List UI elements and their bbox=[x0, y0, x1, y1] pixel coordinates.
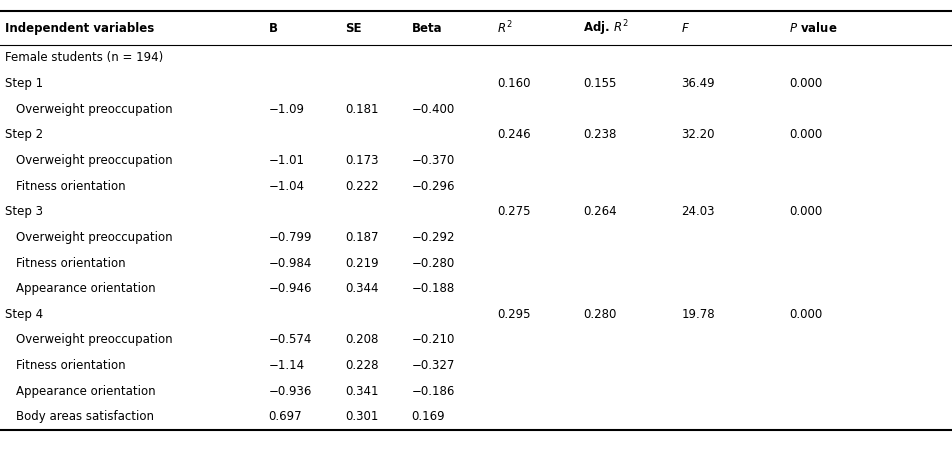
Text: −0.210: −0.210 bbox=[411, 333, 455, 346]
Text: 0.697: 0.697 bbox=[268, 410, 302, 423]
Text: Step 4: Step 4 bbox=[5, 308, 43, 321]
Text: 0.219: 0.219 bbox=[345, 256, 378, 270]
Text: Appearance orientation: Appearance orientation bbox=[16, 282, 156, 295]
Text: Adj. $\mathit{R}^2$: Adj. $\mathit{R}^2$ bbox=[583, 18, 628, 38]
Text: 0.169: 0.169 bbox=[411, 410, 445, 423]
Text: Independent variables: Independent variables bbox=[5, 22, 154, 35]
Text: −0.186: −0.186 bbox=[411, 385, 455, 398]
Text: −0.370: −0.370 bbox=[411, 154, 454, 167]
Text: −0.400: −0.400 bbox=[411, 103, 454, 116]
Text: −1.14: −1.14 bbox=[268, 359, 305, 372]
Text: Beta: Beta bbox=[411, 22, 442, 35]
Text: 0.173: 0.173 bbox=[345, 154, 378, 167]
Text: −0.327: −0.327 bbox=[411, 359, 455, 372]
Text: −1.01: −1.01 bbox=[268, 154, 305, 167]
Text: 0.341: 0.341 bbox=[345, 385, 378, 398]
Text: −0.946: −0.946 bbox=[268, 282, 312, 295]
Text: SE: SE bbox=[345, 22, 361, 35]
Text: Body areas satisfaction: Body areas satisfaction bbox=[16, 410, 154, 423]
Text: 24.03: 24.03 bbox=[681, 205, 714, 218]
Text: 0.238: 0.238 bbox=[583, 128, 616, 141]
Text: 0.295: 0.295 bbox=[497, 308, 530, 321]
Text: −0.574: −0.574 bbox=[268, 333, 312, 346]
Text: 36.49: 36.49 bbox=[681, 77, 714, 90]
Text: $\mathit{R}^2$: $\mathit{R}^2$ bbox=[497, 20, 512, 36]
Text: Fitness orientation: Fitness orientation bbox=[16, 180, 126, 193]
Text: −0.296: −0.296 bbox=[411, 180, 455, 193]
Text: 0.160: 0.160 bbox=[497, 77, 530, 90]
Text: Fitness orientation: Fitness orientation bbox=[16, 359, 126, 372]
Text: 0.280: 0.280 bbox=[583, 308, 616, 321]
Text: Overweight preoccupation: Overweight preoccupation bbox=[16, 333, 172, 346]
Text: −0.936: −0.936 bbox=[268, 385, 312, 398]
Text: 0.344: 0.344 bbox=[345, 282, 378, 295]
Text: 0.275: 0.275 bbox=[497, 205, 530, 218]
Text: B: B bbox=[268, 22, 277, 35]
Text: $\mathit{P}$ value: $\mathit{P}$ value bbox=[788, 21, 837, 35]
Text: −0.984: −0.984 bbox=[268, 256, 312, 270]
Text: $\mathit{F}$: $\mathit{F}$ bbox=[681, 22, 689, 35]
Text: 0.181: 0.181 bbox=[345, 103, 378, 116]
Text: Overweight preoccupation: Overweight preoccupation bbox=[16, 154, 172, 167]
Text: 0.000: 0.000 bbox=[788, 308, 822, 321]
Text: −1.09: −1.09 bbox=[268, 103, 305, 116]
Text: Step 3: Step 3 bbox=[5, 205, 43, 218]
Text: 0.000: 0.000 bbox=[788, 205, 822, 218]
Text: 0.187: 0.187 bbox=[345, 231, 378, 244]
Text: Overweight preoccupation: Overweight preoccupation bbox=[16, 231, 172, 244]
Text: Appearance orientation: Appearance orientation bbox=[16, 385, 156, 398]
Text: 0.000: 0.000 bbox=[788, 77, 822, 90]
Text: 0.246: 0.246 bbox=[497, 128, 530, 141]
Text: 19.78: 19.78 bbox=[681, 308, 714, 321]
Text: Female students (n = 194): Female students (n = 194) bbox=[5, 51, 163, 64]
Text: 0.155: 0.155 bbox=[583, 77, 616, 90]
Text: Fitness orientation: Fitness orientation bbox=[16, 256, 126, 270]
Text: 0.222: 0.222 bbox=[345, 180, 378, 193]
Text: Step 1: Step 1 bbox=[5, 77, 43, 90]
Text: 0.000: 0.000 bbox=[788, 128, 822, 141]
Text: −0.799: −0.799 bbox=[268, 231, 312, 244]
Text: −0.280: −0.280 bbox=[411, 256, 454, 270]
Text: 0.264: 0.264 bbox=[583, 205, 616, 218]
Text: Overweight preoccupation: Overweight preoccupation bbox=[16, 103, 172, 116]
Text: 0.208: 0.208 bbox=[345, 333, 378, 346]
Text: −0.188: −0.188 bbox=[411, 282, 454, 295]
Text: Step 2: Step 2 bbox=[5, 128, 43, 141]
Text: 0.301: 0.301 bbox=[345, 410, 378, 423]
Text: −0.292: −0.292 bbox=[411, 231, 455, 244]
Text: 0.228: 0.228 bbox=[345, 359, 378, 372]
Text: 32.20: 32.20 bbox=[681, 128, 714, 141]
Text: −1.04: −1.04 bbox=[268, 180, 305, 193]
